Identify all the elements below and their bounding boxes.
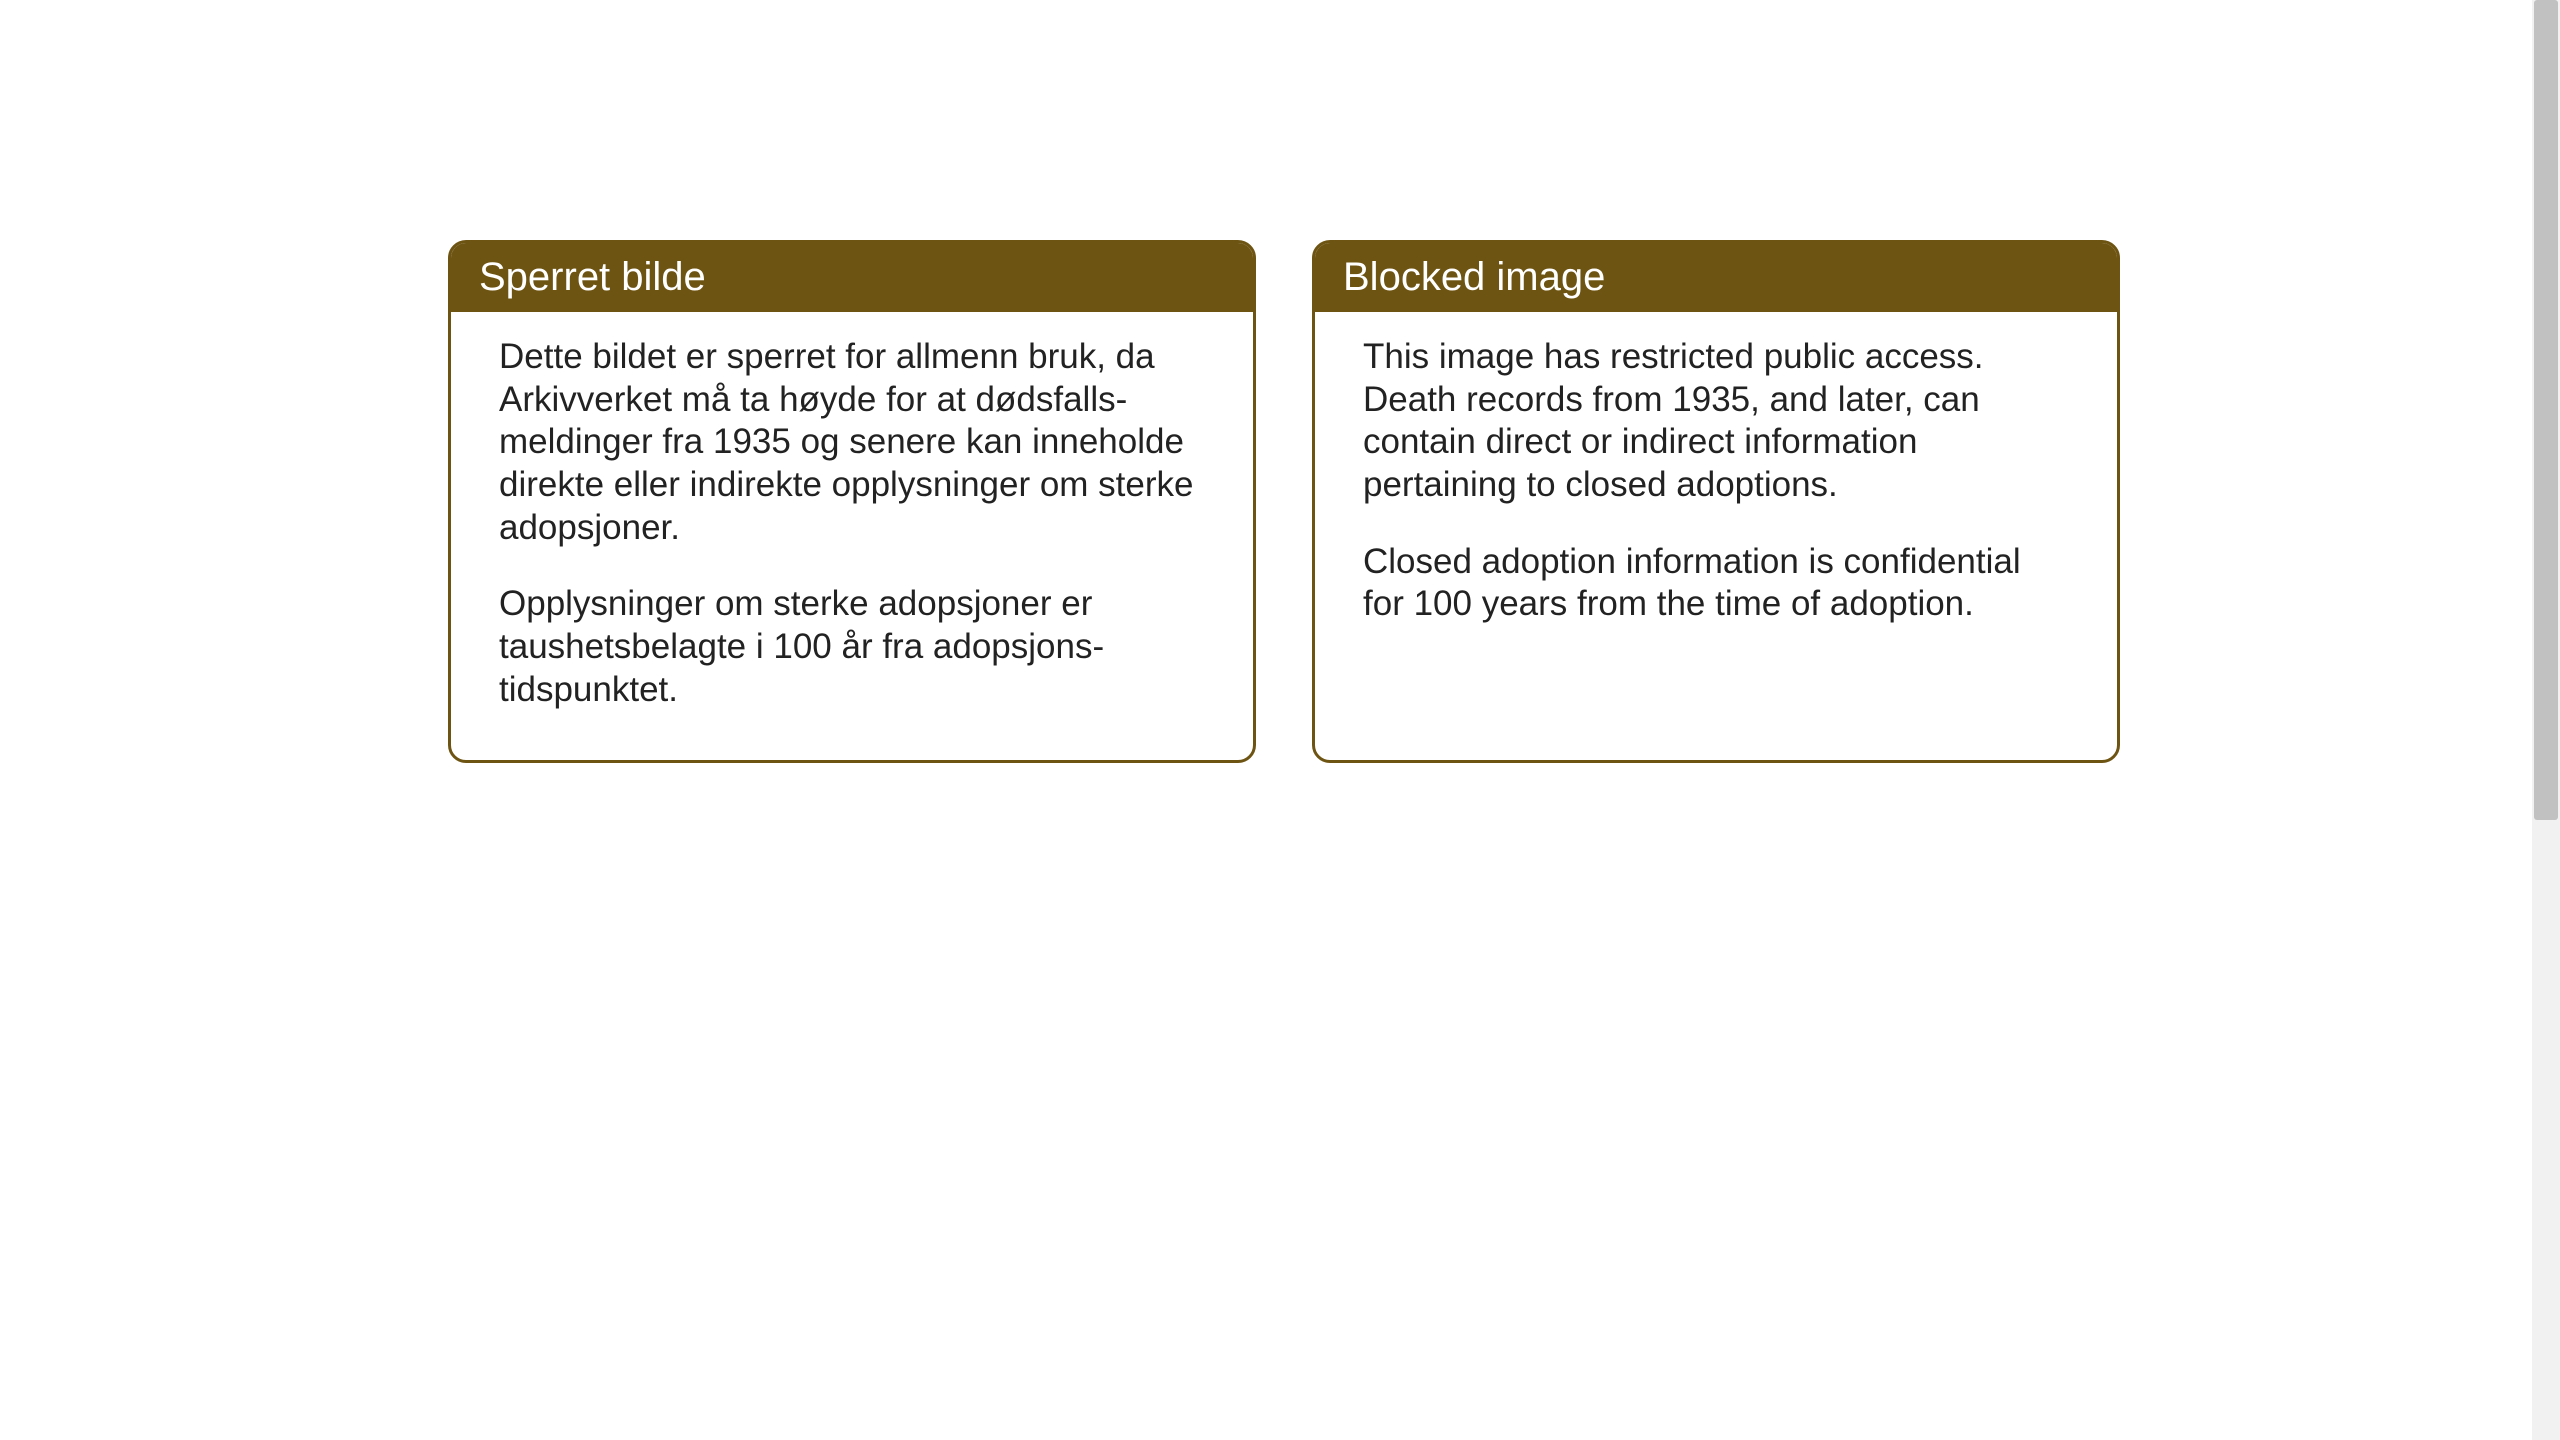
notice-paragraph: Dette bildet er sperret for allmenn bruk… xyxy=(499,336,1205,549)
notice-paragraph: This image has restricted public access.… xyxy=(1363,336,2069,507)
notice-card-english: Blocked image This image has restricted … xyxy=(1312,240,2120,763)
card-body-english: This image has restricted public access.… xyxy=(1315,312,2117,674)
notice-paragraph: Opplysninger om sterke adopsjoner er tau… xyxy=(499,583,1205,711)
card-header-english: Blocked image xyxy=(1315,243,2117,312)
card-header-norwegian: Sperret bilde xyxy=(451,243,1253,312)
scrollbar-track[interactable] xyxy=(2532,0,2560,1440)
card-body-norwegian: Dette bildet er sperret for allmenn bruk… xyxy=(451,312,1253,760)
scrollbar-thumb[interactable] xyxy=(2534,0,2558,820)
notice-paragraph: Closed adoption information is confident… xyxy=(1363,541,2069,626)
notice-card-norwegian: Sperret bilde Dette bildet er sperret fo… xyxy=(448,240,1256,763)
notice-container: Sperret bilde Dette bildet er sperret fo… xyxy=(448,240,2120,763)
